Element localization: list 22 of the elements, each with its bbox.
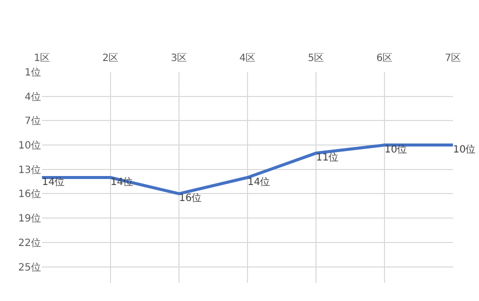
y-tick-label: 25位 bbox=[18, 261, 41, 274]
y-tick-label: 10位 bbox=[18, 140, 41, 152]
data-label: 11位 bbox=[316, 152, 339, 164]
y-tick-label: 7位 bbox=[24, 115, 41, 128]
data-label: 10位 bbox=[384, 144, 408, 156]
data-label: 10位 bbox=[453, 144, 476, 156]
y-tick-label: 19位 bbox=[18, 212, 41, 225]
x-tick-label: 2区 bbox=[102, 53, 119, 64]
x-tick-label: 7区 bbox=[444, 53, 462, 64]
x-tick-label: 3区 bbox=[170, 53, 188, 64]
x-tick-label: 4区 bbox=[239, 53, 256, 64]
y-tick-label: 13位 bbox=[18, 164, 41, 176]
data-label: 16位 bbox=[179, 192, 202, 204]
y-tick-label: 1位 bbox=[24, 66, 41, 78]
x-tick-label: 1区 bbox=[34, 53, 50, 64]
y-tick-label: 4位 bbox=[24, 90, 41, 103]
data-label: 14位 bbox=[248, 176, 270, 188]
y-tick-label: 16位 bbox=[18, 188, 41, 200]
y-tick-label: 22位 bbox=[18, 236, 41, 249]
data-label: 14位 bbox=[42, 176, 65, 188]
x-tick-label: 5区 bbox=[308, 53, 324, 64]
x-tick-label: 6区 bbox=[376, 53, 393, 64]
